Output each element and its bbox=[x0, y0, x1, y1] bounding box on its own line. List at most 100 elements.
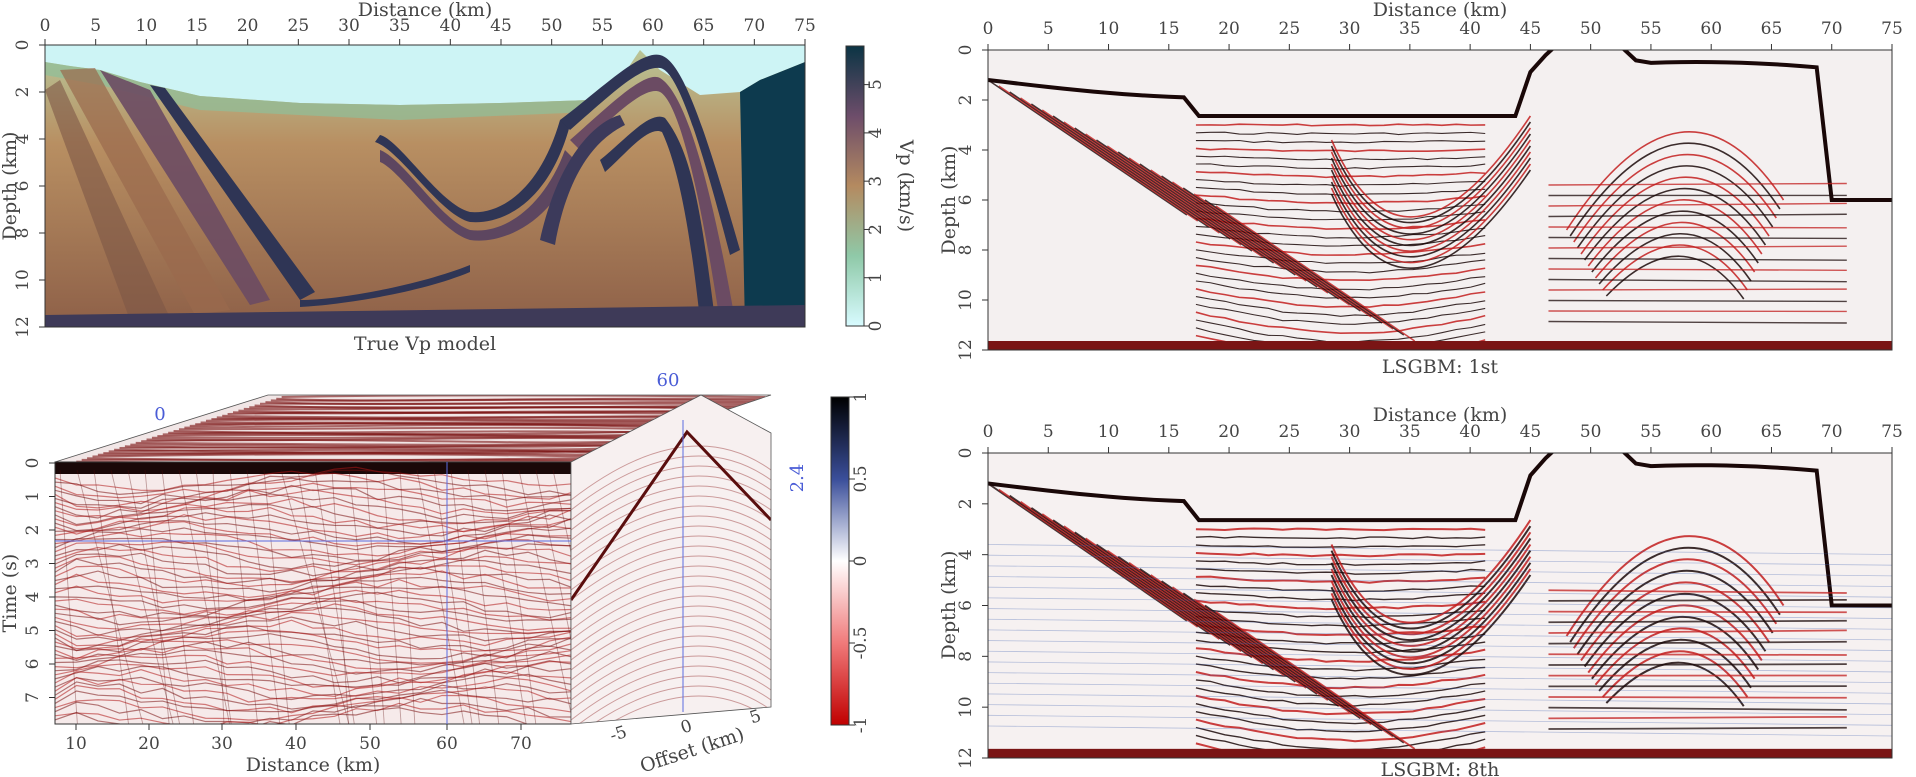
cube-slice-tag-distance0: 0 bbox=[154, 404, 165, 425]
lsgbm-1st-y-ticks: 0 2 4 6 8 10 12 bbox=[956, 45, 988, 361]
vp-y-tick: 12 bbox=[13, 316, 33, 338]
vp-colorbar-tick: 0 bbox=[866, 321, 886, 332]
cube-y-tick: 2 bbox=[23, 525, 43, 536]
l8-x-tick: 35 bbox=[1399, 422, 1421, 442]
l1-y-tick: 0 bbox=[956, 45, 976, 56]
l8-y-tick: 12 bbox=[956, 747, 976, 769]
vp-colorbar-tick: 5 bbox=[866, 79, 886, 90]
cube-x-tick: 60 bbox=[436, 734, 458, 754]
cube-y-axis-label: Time (s) bbox=[0, 554, 21, 633]
lsgbm-8th-x-ticks: 0 5 10 15 20 25 30 35 40 45 50 55 60 65 70 75 bbox=[983, 422, 1903, 453]
vp-y-tick: 0 bbox=[13, 40, 33, 51]
lsgbm-1st-panel: Distance (km) 0 5 10 15 20 25 30 35 40 45 50 55 60 65… bbox=[938, 0, 1903, 378]
cube-slice-tag-distance60: 60 bbox=[657, 370, 680, 391]
vp-colorbar-tick: 3 bbox=[866, 176, 886, 187]
lsgbm-8th-image bbox=[988, 453, 1892, 758]
l1-x-tick: 5 bbox=[1043, 19, 1054, 39]
l1-y-tick: 8 bbox=[956, 245, 976, 256]
l1-x-tick: 75 bbox=[1881, 19, 1903, 39]
vp-x-tick: 60 bbox=[642, 16, 664, 36]
cube-slice-tag-time: 2.4 bbox=[787, 464, 808, 493]
vp-colorbar-tick: 2 bbox=[866, 224, 886, 235]
l8-y-tick: 4 bbox=[956, 549, 976, 560]
vp-x-tick: 70 bbox=[744, 16, 766, 36]
l1-x-tick: 45 bbox=[1520, 19, 1542, 39]
vp-model-image bbox=[45, 45, 805, 327]
l1-x-tick: 70 bbox=[1821, 19, 1843, 39]
cube-y-ticks: 0 1 2 3 4 5 6 7 bbox=[23, 458, 55, 703]
vp-x-tick: 45 bbox=[490, 16, 512, 36]
vp-x-tick: 40 bbox=[440, 16, 462, 36]
vp-x-tick: 10 bbox=[136, 16, 158, 36]
l1-x-tick: 30 bbox=[1339, 19, 1361, 39]
vp-x-tick: 50 bbox=[541, 16, 563, 36]
cube-colorbar-tick: -1 bbox=[851, 717, 871, 734]
cube-y-tick: 5 bbox=[23, 625, 43, 636]
vp-y-axis-label: Depth (km) bbox=[0, 132, 21, 241]
cube-x-tick: 40 bbox=[285, 734, 307, 754]
lsgbm-8th-caption: LSGBM: 8th bbox=[1381, 759, 1500, 777]
l1-x-tick: 50 bbox=[1580, 19, 1602, 39]
vp-x-tick: 25 bbox=[288, 16, 310, 36]
l8-x-tick: 15 bbox=[1158, 422, 1180, 442]
l8-x-tick: 30 bbox=[1339, 422, 1361, 442]
vp-y-tick: 4 bbox=[13, 134, 33, 145]
cube-colorbar-tick: 0 bbox=[851, 556, 871, 567]
lsgbm-1st-image bbox=[988, 50, 1892, 350]
cube-y-tick: 3 bbox=[23, 558, 43, 569]
vp-x-tick: 0 bbox=[40, 16, 51, 36]
l1-x-tick: 55 bbox=[1640, 19, 1662, 39]
vp-y-tick: 2 bbox=[13, 87, 33, 98]
cube-x-ticks: 10 20 30 40 50 60 70 bbox=[65, 724, 532, 754]
lsgbm-1st-x-axis-label: Distance (km) bbox=[1373, 0, 1508, 21]
cube-colorbar: 1 0.5 0 -0.5 -1 bbox=[830, 392, 871, 734]
vp-colorbar-tick: 1 bbox=[866, 272, 886, 283]
l8-y-tick: 6 bbox=[956, 600, 976, 611]
l1-y-tick: 6 bbox=[956, 195, 976, 206]
l8-y-tick: 0 bbox=[956, 448, 976, 459]
vp-y-tick: 6 bbox=[13, 181, 33, 192]
cube-x-tick: 70 bbox=[510, 734, 532, 754]
lsgbm-8th-y-ticks: 0 2 4 6 8 10 12 bbox=[956, 448, 988, 769]
l1-x-tick: 20 bbox=[1218, 19, 1240, 39]
cube-offset-tick: 5 bbox=[747, 706, 763, 728]
lsgbm-1st-caption: LSGBM: 1st bbox=[1382, 356, 1499, 378]
cube-colorbar-tick: 0.5 bbox=[851, 465, 871, 492]
vp-x-ticks: 0 5 10 15 20 25 30 35 40 45 50 55 60 65 70 75 bbox=[40, 16, 816, 45]
l8-x-tick: 5 bbox=[1043, 422, 1054, 442]
cube-side-face bbox=[571, 395, 771, 724]
l1-x-tick: 15 bbox=[1158, 19, 1180, 39]
l1-y-tick: 2 bbox=[956, 95, 976, 106]
cube-colorbar-tick: 1 bbox=[851, 392, 871, 403]
l1-y-tick: 12 bbox=[956, 339, 976, 361]
l1-y-tick: 4 bbox=[956, 145, 976, 156]
vp-x-tick: 75 bbox=[794, 16, 816, 36]
l8-x-tick: 75 bbox=[1881, 422, 1903, 442]
l1-x-tick: 35 bbox=[1399, 19, 1421, 39]
l8-x-tick: 20 bbox=[1218, 422, 1240, 442]
cube-y-tick: 6 bbox=[23, 659, 43, 670]
l8-x-tick: 70 bbox=[1821, 422, 1843, 442]
cube-colorbar-ticks: 1 0.5 0 -0.5 -1 bbox=[849, 392, 871, 734]
vp-x-tick: 30 bbox=[338, 16, 360, 36]
vp-x-tick: 35 bbox=[389, 16, 411, 36]
l1-x-tick: 40 bbox=[1459, 19, 1481, 39]
cube-offset-tick: 0 bbox=[678, 716, 694, 738]
lsgbm-8th-y-axis-label: Depth (km) bbox=[938, 551, 960, 660]
vp-y-ticks: 0 2 4 6 8 10 12 bbox=[13, 40, 45, 338]
l8-x-tick: 45 bbox=[1520, 422, 1542, 442]
cube-front-face bbox=[55, 462, 571, 724]
l8-y-tick: 2 bbox=[956, 498, 976, 509]
cube-y-tick: 0 bbox=[23, 458, 43, 469]
data-cube-panel: 0 60 2.4 10 20 30 40 50 60 70 Distance (km) 01… bbox=[0, 370, 871, 777]
l8-x-tick: 65 bbox=[1761, 422, 1783, 442]
l8-y-tick: 10 bbox=[956, 696, 976, 718]
cube-x-tick: 10 bbox=[65, 734, 87, 754]
cube-top-face bbox=[55, 395, 771, 462]
vp-colorbar: 0 1 2 3 4 5 Vp (km/s) bbox=[845, 45, 917, 332]
l1-x-tick: 10 bbox=[1098, 19, 1120, 39]
vp-x-tick: 55 bbox=[592, 16, 614, 36]
cube-colorbar-tick: -0.5 bbox=[851, 627, 871, 660]
l1-x-tick: 25 bbox=[1279, 19, 1301, 39]
